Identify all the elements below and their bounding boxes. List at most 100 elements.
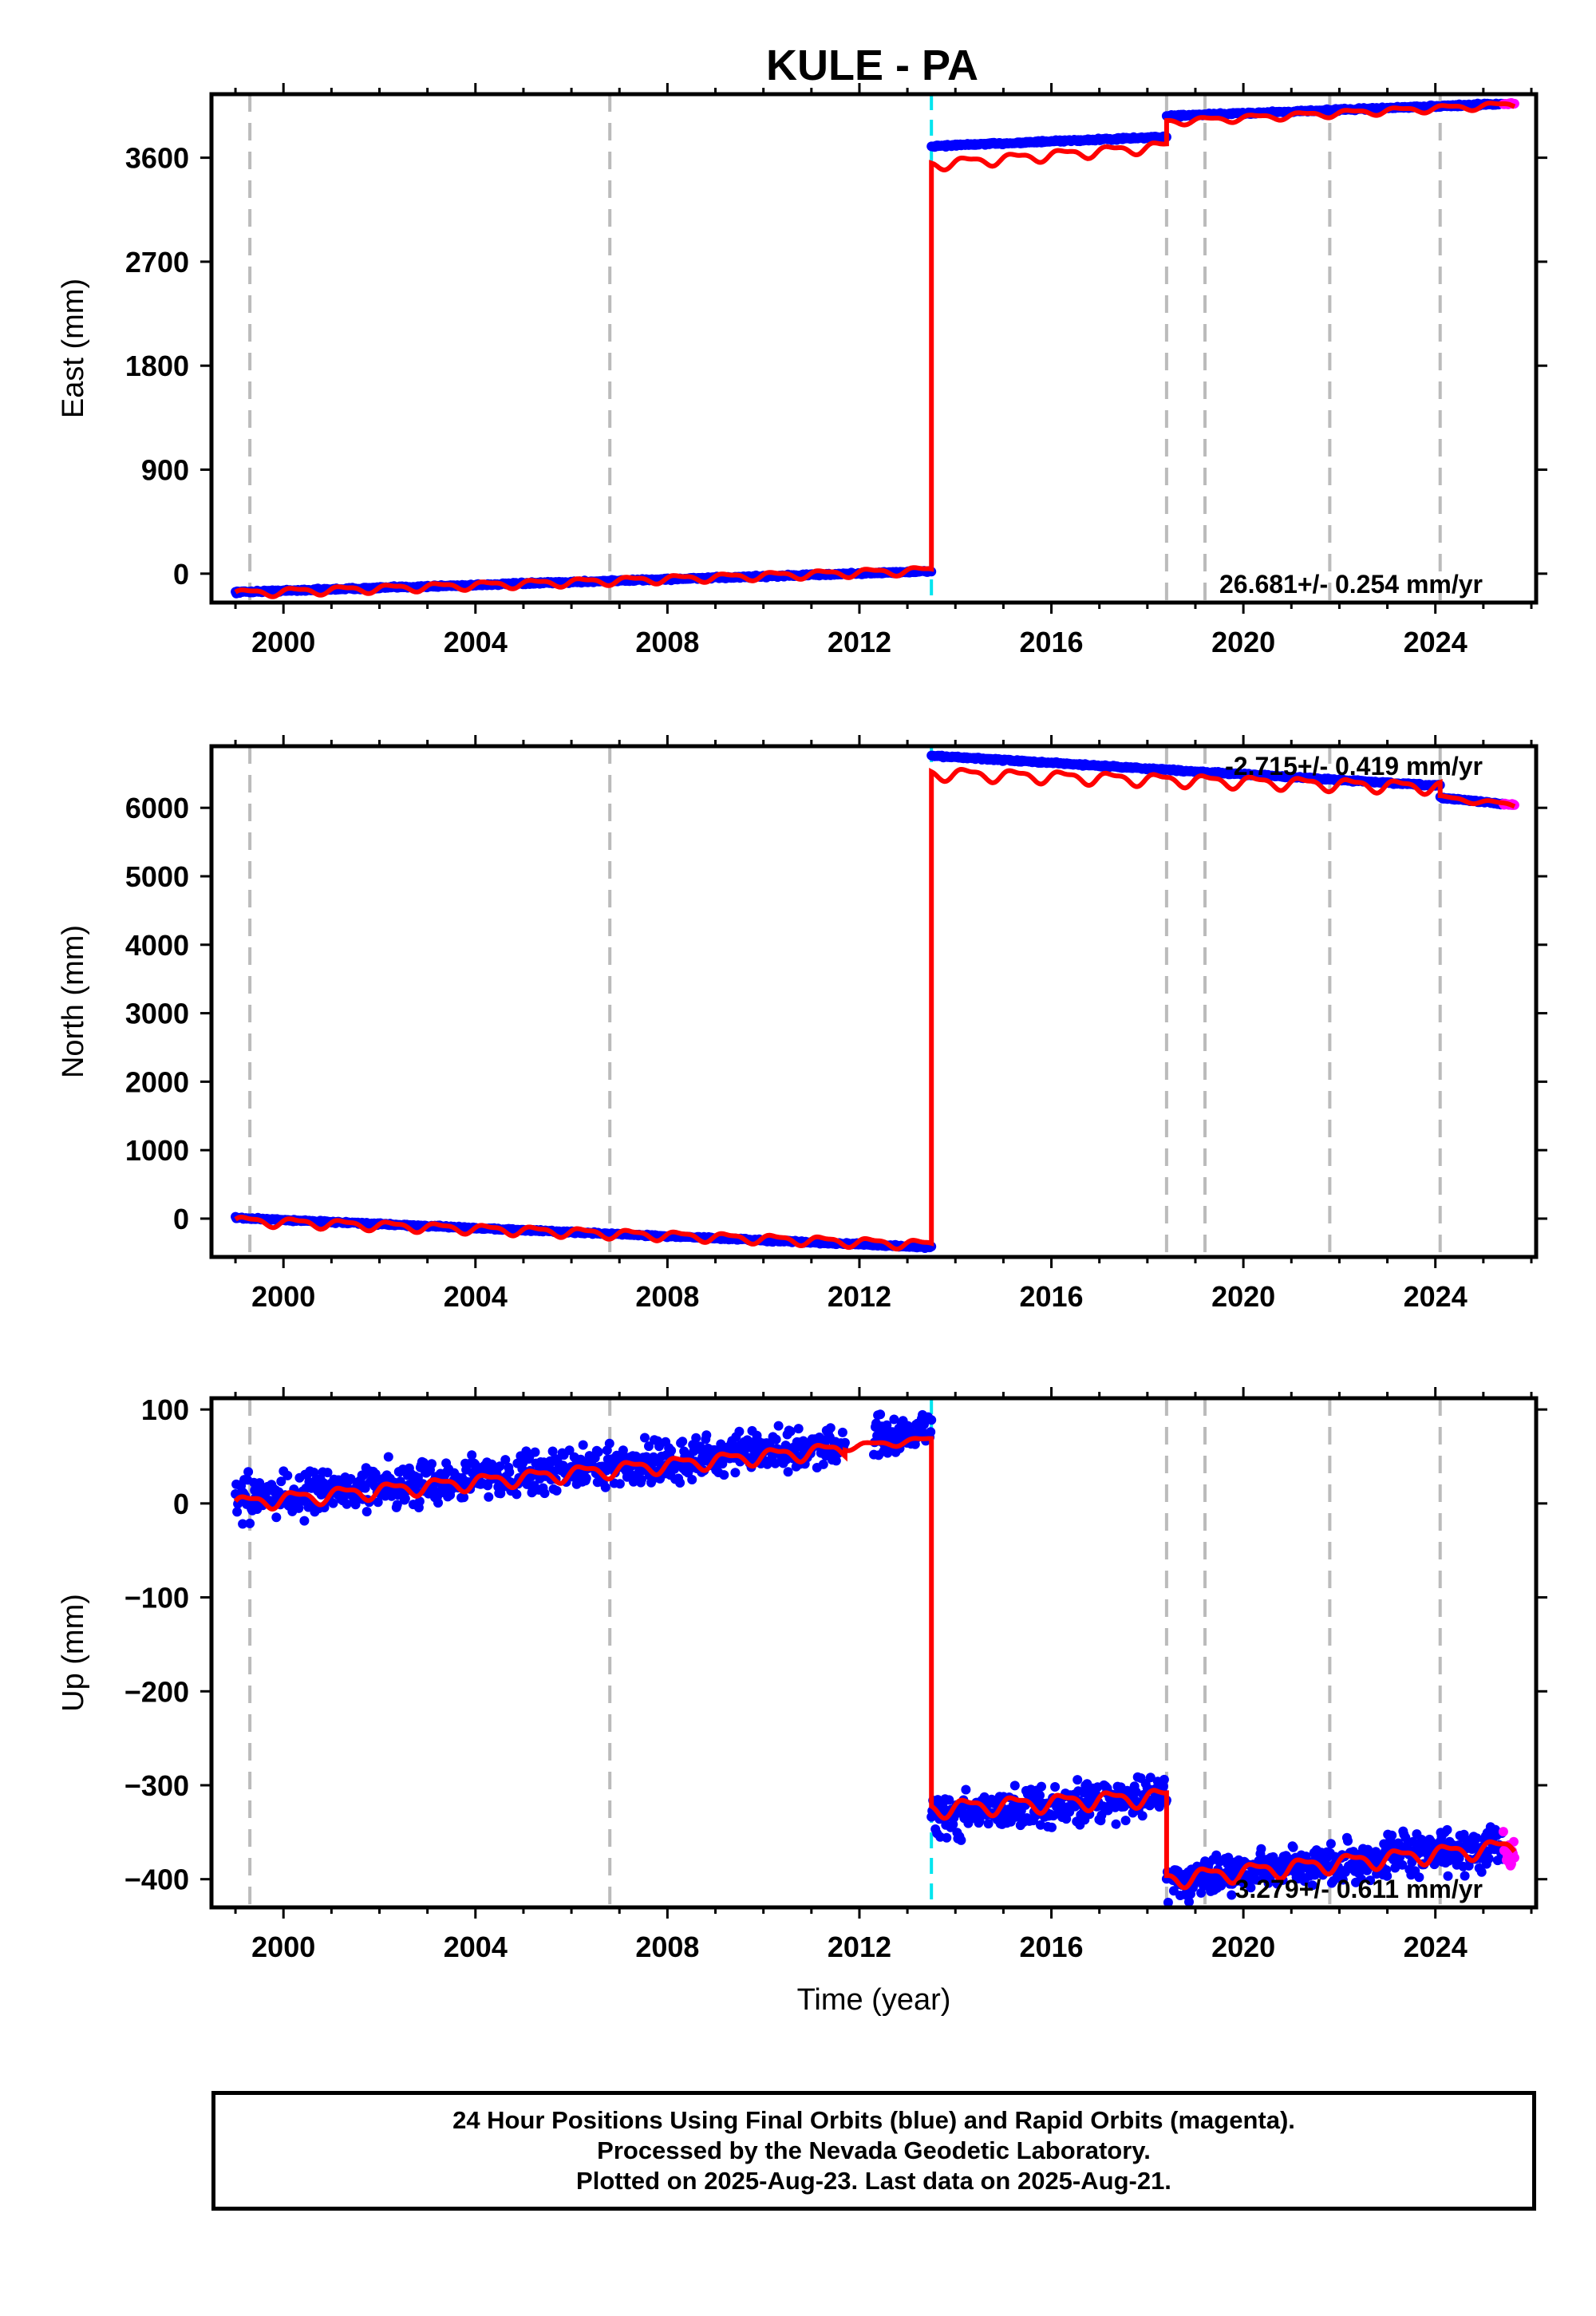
up-data-point (1397, 1860, 1408, 1870)
east-x-tick-label: 2012 (828, 626, 891, 658)
up-data-point (1390, 1863, 1400, 1873)
up-data-point (614, 1479, 625, 1489)
up-data-point (889, 1414, 899, 1425)
up-data-point (831, 1456, 841, 1466)
up-data-point (1137, 1811, 1148, 1821)
north-x-tick-label: 2016 (1019, 1280, 1083, 1313)
up-data-point (1047, 1822, 1057, 1832)
north-y-tick-label: 0 (173, 1203, 189, 1235)
north-model-fit-line (234, 766, 1516, 1252)
up-data-point (1073, 1775, 1083, 1785)
north-y-tick-label: 2000 (125, 1065, 189, 1098)
up-data-point (593, 1447, 603, 1457)
up-data-point (328, 1498, 338, 1508)
up-data-point (1472, 1833, 1482, 1844)
up-data-point (783, 1467, 793, 1477)
east-data-points (231, 97, 1519, 599)
east-panel: 2000 2004 2008 2012 2016 2020 2024090018002700… (57, 83, 1547, 658)
east-x-tick-label: 2004 (444, 626, 508, 658)
up-data-point (500, 1455, 511, 1465)
up-data-point (926, 1427, 936, 1437)
north-y-tick-label: 6000 (125, 792, 189, 824)
up-data-point (392, 1500, 402, 1510)
up-data-point (1357, 1874, 1366, 1884)
up-data-point (1246, 1883, 1256, 1893)
up-data-point (578, 1440, 588, 1450)
north-x-tick-label: 2008 (635, 1280, 699, 1313)
up-data-point (322, 1468, 333, 1478)
north-panel: 2000 2004 2008 2012 2016 2020 2024010002000300… (57, 735, 1547, 1313)
up-data-point (618, 1445, 628, 1456)
up-data-point (1251, 1875, 1262, 1885)
up-data-point (701, 1430, 712, 1441)
up-data-point (414, 1496, 425, 1507)
up-data-point (564, 1445, 575, 1456)
up-data-point (666, 1445, 677, 1456)
up-data-point (839, 1437, 850, 1448)
up-data-point (433, 1498, 443, 1508)
up-data-point (678, 1437, 688, 1447)
east-x-tick-label: 2024 (1404, 626, 1468, 658)
up-data-point (604, 1438, 614, 1448)
up-data-point (371, 1472, 381, 1483)
up-data-point (383, 1452, 393, 1462)
north-x-tick-label: 2000 (251, 1280, 315, 1313)
up-data-point (1131, 1787, 1141, 1797)
up-data-point (1035, 1790, 1045, 1800)
east-model-fit-line (234, 101, 1516, 599)
up-data-point (1476, 1867, 1487, 1877)
up-data-point (276, 1476, 286, 1487)
north-y-tick-label: 1000 (125, 1134, 189, 1167)
up-panel: 2000 2004 2008 2012 2016 2020 20241000−100−200… (57, 1387, 1547, 2017)
up-data-point (1407, 1857, 1417, 1867)
up-data-point (495, 1461, 505, 1472)
up-data-point (944, 1795, 954, 1805)
up-data-point (1508, 1836, 1519, 1847)
north-y-tick-label: 5000 (125, 860, 189, 893)
east-y-tick-label: 2700 (125, 246, 189, 279)
up-data-point (1120, 1816, 1131, 1826)
up-data-point (793, 1424, 804, 1434)
up-data-point (547, 1446, 558, 1456)
up-data-point (1442, 1824, 1452, 1835)
east-y-tick-label: 900 (141, 454, 189, 487)
up-data-point (1460, 1871, 1470, 1881)
up-data-point (961, 1784, 971, 1795)
up-data-point (427, 1459, 437, 1469)
up-data-point (238, 1519, 248, 1529)
up-data-point (956, 1835, 966, 1845)
up-data-point (719, 1470, 729, 1480)
up-data-point (361, 1507, 372, 1517)
up-data-point (974, 1816, 985, 1826)
north-x-tick-label: 2012 (828, 1280, 891, 1313)
east-x-tick-label: 2008 (635, 626, 699, 658)
north-data-points (231, 750, 1519, 1253)
up-data-point (1443, 1871, 1453, 1881)
up-data-point (1111, 1819, 1121, 1829)
up-data-point (243, 1467, 254, 1477)
up-data-point (299, 1516, 310, 1526)
up-data-point (818, 1459, 828, 1469)
up-data-point (883, 1448, 893, 1458)
up-data-point (773, 1421, 784, 1431)
east-y-tick-label: 1800 (125, 350, 189, 382)
east-y-tick-label: 0 (173, 558, 189, 591)
up-data-point (926, 1415, 937, 1425)
up-data-point (350, 1500, 361, 1510)
up-data-point (983, 1819, 994, 1829)
up-data-point (675, 1478, 685, 1488)
up-data-point (637, 1474, 646, 1484)
up-data-point (1307, 1880, 1317, 1891)
up-data-point (271, 1512, 282, 1523)
north-plot-frame (209, 744, 1539, 1259)
up-data-point (1382, 1871, 1393, 1881)
up-model-fit-line (233, 1436, 1517, 1891)
up-data-point (346, 1474, 356, 1484)
north-y-axis-label: North (mm) (57, 925, 90, 1078)
up-data-point (459, 1492, 469, 1503)
up-data-point (771, 1434, 781, 1445)
up-data-point (1343, 1836, 1353, 1846)
east-x-tick-label: 2020 (1211, 626, 1275, 658)
up-data-point (785, 1426, 796, 1437)
